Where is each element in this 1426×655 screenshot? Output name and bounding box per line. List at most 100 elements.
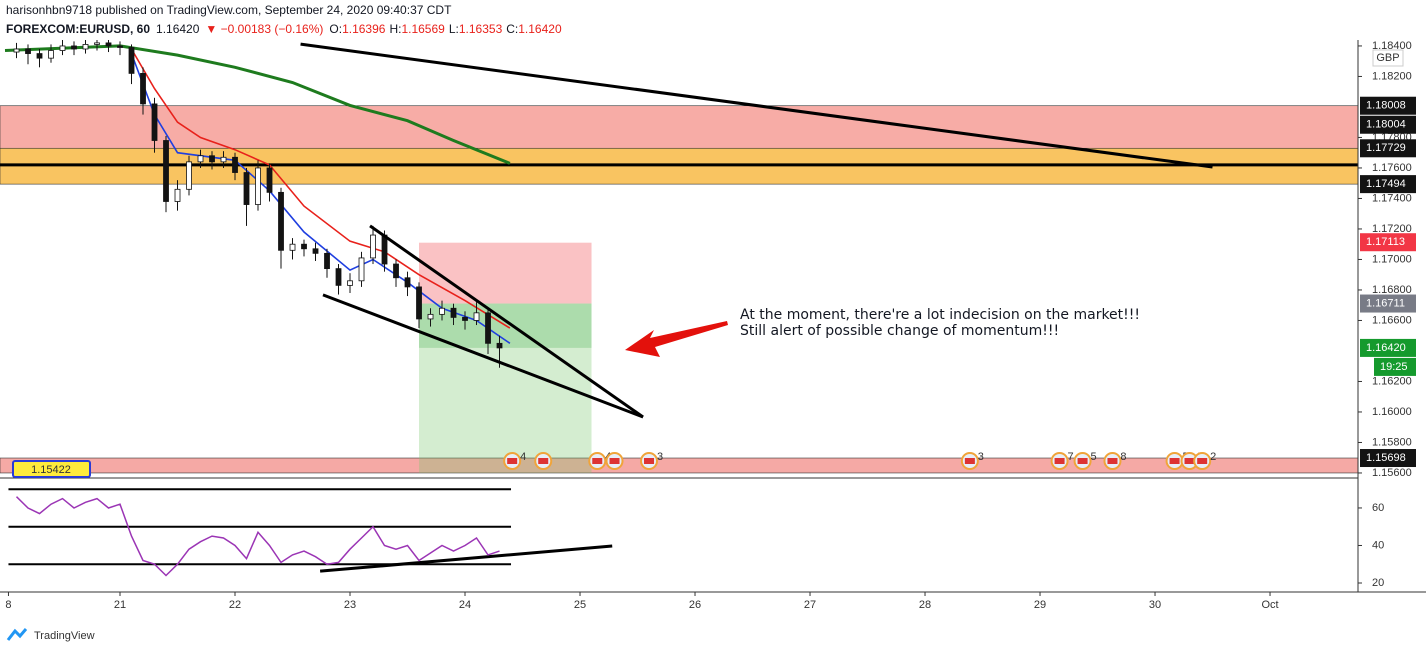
candle-body	[48, 50, 54, 59]
candle-body	[324, 252, 330, 270]
x-tick-label: 22	[229, 599, 241, 611]
rsi-y-tick-label: 40	[1372, 539, 1384, 551]
change: ▼ −0.00183 (−0.16%)	[205, 22, 323, 36]
event-flag	[1184, 458, 1195, 464]
candle-body	[462, 317, 468, 321]
candle-body	[301, 243, 307, 250]
candle-body	[450, 307, 457, 318]
candle-body	[312, 248, 319, 254]
currency: GBP	[1376, 52, 1399, 64]
x-tick-label: 25	[574, 599, 586, 611]
candle-body	[496, 342, 503, 349]
event-flag	[964, 458, 975, 464]
rsi-y-tick-label: 20	[1372, 577, 1384, 589]
price-tag	[1360, 294, 1416, 313]
candle-body	[82, 44, 89, 50]
x-tick-label: 21	[114, 599, 126, 611]
price-tag	[1360, 175, 1416, 194]
rsi-line	[319, 544, 613, 573]
rsi-y-tick-label: 60	[1372, 502, 1384, 514]
moving-average	[130, 48, 511, 329]
x-tick-label: 28	[919, 599, 931, 611]
candle-body	[174, 188, 181, 202]
logo-icon	[6, 628, 28, 641]
candle-body	[151, 103, 158, 141]
candle-body	[347, 280, 353, 286]
y-tick-label: 1.15600	[1372, 467, 1412, 479]
candle-body	[59, 45, 66, 51]
event-count: 4	[520, 451, 526, 463]
candle-body	[117, 45, 123, 48]
event-flag	[507, 458, 518, 464]
published-line: harisonhbn9718 published on TradingView.…	[6, 3, 452, 17]
event-count: 3	[657, 451, 663, 463]
symbol-line: FOREXCOM:EURUSD, 60 1.16420 ▼ −0.00183 (−0…	[6, 22, 562, 36]
currency-box	[1372, 49, 1404, 67]
price-tag-label: 1.18008	[1366, 100, 1406, 112]
price-tag-label: 1.15698	[1366, 452, 1406, 464]
price-tag-label: 1.17729	[1366, 142, 1406, 154]
countdown-box	[1374, 357, 1416, 376]
candle-body	[209, 155, 215, 163]
event-count: 2	[1210, 451, 1216, 463]
y-tick-label: 1.17200	[1372, 223, 1412, 235]
candle-body	[186, 161, 192, 190]
x-tick-label: 26	[689, 599, 701, 611]
candle-body	[473, 312, 480, 321]
price-tag-label: 1.16420	[1366, 342, 1406, 354]
candle-body	[140, 72, 146, 105]
trend-line	[300, 42, 1213, 169]
event-flag	[592, 458, 603, 464]
y-tick-label: 1.15800	[1372, 436, 1412, 448]
ohlc-value: 1.16420	[518, 22, 562, 36]
main-pane: 4433758552	[0, 40, 1358, 474]
y-tick-label: 1.18400	[1372, 40, 1412, 52]
x-tick-label: 24	[459, 599, 471, 611]
event-flag	[1054, 458, 1065, 464]
ohlc-value: 1.16569	[401, 22, 445, 36]
candle-body	[36, 53, 43, 59]
y-tick-label: 1.16000	[1372, 406, 1412, 418]
annotation: At the moment, there're a lot indecision…	[740, 307, 1140, 323]
candle-body	[197, 155, 204, 163]
candle-body	[71, 45, 77, 50]
trend-line	[322, 293, 644, 419]
candle-body	[289, 243, 296, 251]
candle-body	[220, 156, 227, 163]
candle-body	[13, 48, 20, 53]
candle-body	[381, 234, 388, 265]
x-tick-label: Oct	[1261, 599, 1278, 611]
stop-zone	[419, 242, 592, 304]
price-tag	[1360, 115, 1416, 134]
symbol: FOREXCOM:EURUSD, 60	[6, 22, 150, 36]
event-flag	[644, 458, 655, 464]
candle-body	[128, 47, 135, 74]
ohlc-key: H:	[389, 22, 401, 36]
ohlc-value: 1.16353	[459, 22, 503, 36]
event-count: 5	[1091, 451, 1097, 463]
candle-body	[163, 140, 169, 202]
y-tick-label: 1.16800	[1372, 284, 1412, 296]
x-tick-label: 23	[344, 599, 356, 611]
price-tag-label: 1.17494	[1366, 178, 1406, 190]
candle-body	[105, 42, 112, 47]
price-tag	[1360, 449, 1416, 468]
y-tick-label: 1.17600	[1372, 162, 1412, 174]
candle-body	[266, 167, 273, 193]
y-tick-label: 1.16200	[1372, 375, 1412, 387]
countdown: 19:25	[1380, 361, 1408, 373]
moving-average	[4, 44, 511, 165]
x-tick-label: 27	[804, 599, 816, 611]
left-label-box	[12, 460, 91, 478]
price-tag	[1360, 96, 1416, 115]
zone	[0, 457, 1358, 474]
ohlc-key: C:	[506, 22, 518, 36]
ohlc-value: 1.16396	[342, 22, 386, 36]
candle-body	[25, 48, 31, 54]
candle-body	[278, 191, 284, 251]
candle-body	[370, 234, 376, 259]
event-flag	[609, 458, 620, 464]
event-flag	[1197, 458, 1208, 464]
ohlc-key: L:	[449, 22, 459, 36]
